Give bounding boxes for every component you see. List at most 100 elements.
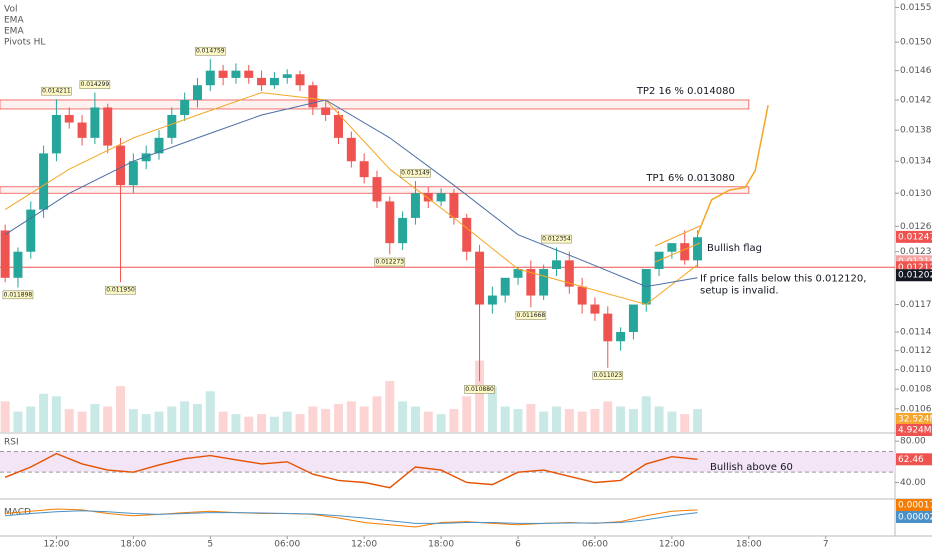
candle-body [346, 137, 356, 162]
candle-body [13, 251, 23, 278]
macd-label: 0.000179 [898, 501, 932, 511]
pivot-box [541, 234, 572, 244]
candle-body [436, 193, 446, 202]
support-label: If price falls below this 0.012120, [700, 273, 866, 284]
pivot-label: 0.014299 [81, 81, 110, 88]
volume-bar [192, 403, 202, 432]
flag-label: Bullish flag [707, 243, 762, 254]
candle-body [77, 122, 87, 138]
volume-bar [590, 409, 600, 432]
candle-body [64, 114, 74, 123]
candle-body [667, 243, 677, 252]
volume-bar [13, 411, 23, 432]
volume-bar [64, 409, 74, 432]
pivot-box [592, 371, 624, 380]
volume-label-box [896, 413, 932, 425]
candle-body [513, 269, 523, 278]
y-tick-label: 0.011400 [900, 327, 932, 337]
volume-label-box [896, 424, 932, 436]
candle-body [359, 161, 369, 178]
volume-bar [334, 403, 343, 432]
y-tick-label: 0.010600 [900, 404, 932, 414]
volume-bar [462, 396, 472, 432]
volume-bar [539, 411, 549, 432]
target-zone [0, 99, 750, 110]
ema-line [4, 92, 698, 306]
volume-bar [500, 406, 510, 432]
candle-body [526, 269, 536, 296]
candle-body [116, 145, 126, 186]
pivot-box [515, 311, 547, 320]
candle-body [539, 269, 549, 296]
y-tick-label: 0.013000 [900, 189, 932, 199]
price-label-box [896, 230, 932, 243]
x-tick-label: 12:00 [43, 540, 69, 550]
y-tick-label: 0.013400 [900, 157, 932, 167]
volume-bar [346, 401, 356, 432]
candle-body [26, 209, 36, 252]
pivot-label: 0.011898 [4, 291, 33, 298]
y-tick-label: 0.011000 [900, 365, 932, 375]
candle-body [500, 277, 510, 296]
volume-bar [39, 393, 49, 432]
volume-bar [616, 406, 626, 432]
volume-bar [128, 409, 138, 432]
y-tick-label: 0.011700 [900, 300, 932, 310]
candle-body [269, 77, 279, 86]
candle-body [141, 153, 151, 162]
volume-bar [51, 396, 61, 432]
volume-bar [436, 414, 446, 432]
volume-bar [693, 409, 703, 432]
pivot-box [400, 168, 431, 178]
y-tick-label: 0.015000 [900, 38, 932, 48]
candle-body [205, 70, 215, 86]
support-label: setup is invalid. [700, 285, 779, 296]
candle-body [90, 107, 100, 138]
volume-bar [526, 403, 536, 432]
rsi-title: RSI [4, 438, 19, 448]
candle-body [398, 217, 408, 244]
x-tick-label: 06:00 [582, 540, 608, 550]
pivot-box [105, 285, 136, 295]
ema-line [4, 99, 698, 288]
candle-body [308, 85, 318, 108]
volume-bar [603, 401, 613, 432]
flag-line [654, 242, 701, 263]
volume-bar [385, 381, 395, 432]
legend-item: EMA [4, 16, 24, 26]
volume-bar [231, 414, 241, 432]
candle-body [295, 74, 305, 86]
rsi-tick-label: 40.00 [900, 478, 926, 488]
volume-label: 4.924M [898, 426, 932, 436]
macd-label: 0.000022 [898, 513, 932, 523]
pivot-label: 0.012273 [375, 259, 404, 266]
candle-body [51, 114, 61, 154]
candle-body [154, 137, 164, 154]
y-tick-label: 0.014200 [900, 95, 932, 105]
macd-label-box [896, 511, 932, 523]
zone-label: TP2 16 % 0.014080 [636, 86, 735, 97]
volume-bar [116, 386, 126, 432]
volume-bar [308, 406, 318, 432]
volume-bar [141, 414, 151, 432]
candle-body [385, 201, 395, 244]
volume-label: 32.524M [898, 415, 932, 425]
pivot-box [464, 385, 495, 394]
y-tick-label: 0.015500 [900, 3, 932, 13]
volume-bar [244, 416, 254, 432]
volume-bar [0, 401, 10, 432]
volume-bar [90, 403, 100, 432]
volume-bar [180, 401, 190, 432]
candle-body [244, 70, 254, 78]
pivot-label: 0.013149 [401, 170, 430, 177]
candle-body [167, 114, 177, 138]
candle-body [487, 295, 497, 305]
pivot-label: 0.011668 [517, 312, 546, 319]
volume-bar [282, 411, 292, 432]
candle-body [590, 304, 600, 314]
macd-line [5, 510, 698, 524]
volume-bar [680, 414, 690, 432]
candle-body [423, 193, 433, 202]
y-tick-label: 0.010800 [900, 385, 932, 395]
legend-item: Vol [4, 5, 17, 15]
